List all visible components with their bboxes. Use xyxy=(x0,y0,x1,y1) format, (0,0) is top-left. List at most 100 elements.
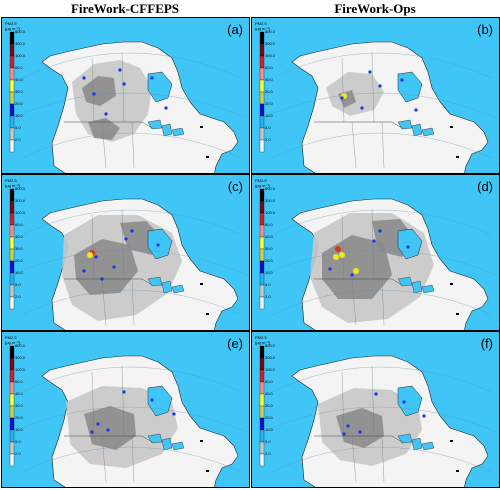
colorbar-tick-label: 5.0 xyxy=(15,439,21,444)
smoke-plume xyxy=(88,118,120,140)
smoke-plume xyxy=(82,76,116,106)
graticule-lines xyxy=(261,52,498,159)
colorbar-tick-label: 60.0 xyxy=(15,379,23,384)
station-marker xyxy=(456,156,459,158)
colorbar-unit-line1: PM2.5 xyxy=(5,178,17,183)
colorbar-tick-label: 5.0 xyxy=(265,125,271,130)
colorbar-swatch xyxy=(259,31,265,45)
graticule-lines xyxy=(11,366,248,473)
colorbar-tick-label: 2.0 xyxy=(15,294,21,299)
colorbar-unit-line2: (μg m⁻³) xyxy=(255,26,271,31)
colorbar-swatch xyxy=(259,103,265,117)
fire-hotspot xyxy=(172,412,176,416)
colorbar-swatch xyxy=(259,79,265,93)
colorbar-swatch xyxy=(9,381,15,395)
colorbar-tick-label: 2.0 xyxy=(265,294,271,299)
map-svg xyxy=(252,175,499,330)
colorbar-tick-label: 800.0 xyxy=(15,29,26,34)
fire-hotspot xyxy=(112,265,116,269)
hudson-bay xyxy=(147,228,173,260)
fire-hotspot xyxy=(104,112,108,116)
colorbar-tick-label: 10.0 xyxy=(265,427,273,432)
colorbar-swatch xyxy=(259,272,265,286)
colorbar-tick-label: 20.0 xyxy=(15,258,23,263)
hudson-bay xyxy=(397,228,423,260)
colorbar-tick-label: 40.0 xyxy=(15,234,23,239)
column-title-left: FireWork-CFFEPS xyxy=(70,1,180,16)
colorbar-swatch xyxy=(259,200,265,214)
map-svg xyxy=(252,18,499,173)
colorbar-swatch xyxy=(9,55,15,69)
fire-hotspot xyxy=(406,245,410,249)
province-lines xyxy=(91,51,135,169)
fire-hotspot xyxy=(164,106,168,110)
border-line xyxy=(64,121,153,129)
colorbar-tick-label: 2.0 xyxy=(15,451,21,456)
fire-hotspot xyxy=(150,76,154,80)
colorbar-unit: PM2.5 (μg m⁻³) xyxy=(255,178,270,188)
hudson-bay xyxy=(147,385,173,417)
colorbar-tick-label: 10.0 xyxy=(265,113,273,118)
fire-hotspot xyxy=(335,246,341,252)
fire-hotspot xyxy=(100,277,104,281)
graticule-lines xyxy=(261,209,498,316)
colorbar-tick-label: 300.0 xyxy=(265,198,276,203)
colorbar-swatch xyxy=(9,224,15,238)
great-lake xyxy=(161,280,173,294)
great-lake xyxy=(147,433,163,444)
great-lake xyxy=(147,276,163,287)
fire-hotspot xyxy=(414,108,418,112)
fire-hotspot xyxy=(333,254,339,260)
colorbar-tick-label: 300.0 xyxy=(15,198,26,203)
smoke-plume xyxy=(84,406,136,450)
great-lake xyxy=(161,123,173,137)
great-lake xyxy=(411,280,423,294)
border-line xyxy=(314,278,403,286)
colorbar-swatch xyxy=(259,67,265,81)
colorbar-tick-label: 30.0 xyxy=(265,89,273,94)
great-lake xyxy=(171,127,185,137)
colorbar-unit-line2: (μg m⁻³) xyxy=(5,183,21,188)
colorbar-swatch xyxy=(9,188,15,202)
graticule-lines xyxy=(261,366,498,473)
fire-hotspot xyxy=(328,267,332,271)
colorbar-swatch xyxy=(9,284,15,298)
colorbar-swatch xyxy=(9,248,15,262)
panel-label: (d) xyxy=(477,179,493,194)
map-panel: PM2.5 (μg m⁻³) 800.0 300.0 100.0 60.0 40.0 30.0… xyxy=(251,17,500,174)
colorbar-swatch xyxy=(259,55,265,69)
map-svg xyxy=(2,332,249,487)
colorbar-swatch xyxy=(9,345,15,359)
colorbar-swatch xyxy=(259,369,265,383)
great-lake xyxy=(411,437,423,451)
great-lake xyxy=(147,119,163,130)
colorbar-swatch xyxy=(9,429,15,443)
colorbar-unit-line2: (μg m⁻³) xyxy=(255,183,271,188)
colorbar-tick-label: 5.0 xyxy=(265,439,271,444)
fire-hotspot xyxy=(122,390,126,394)
province-lines xyxy=(91,208,135,326)
panel-label: (b) xyxy=(477,22,493,37)
map-panel: PM2.5 (μg m⁻³) 800.0 300.0 100.0 60.0 40.0 30.0… xyxy=(251,174,500,331)
colorbar-swatch xyxy=(259,224,265,238)
colorbar-swatch xyxy=(9,31,15,45)
colorbar-tick-label: 40.0 xyxy=(265,391,273,396)
map-panel: PM2.5 (μg m⁻³) 800.0 300.0 100.0 60.0 40.0 30.0… xyxy=(1,17,250,174)
great-lake xyxy=(421,127,435,137)
great-lake xyxy=(421,441,435,451)
colorbar-tick-label: 60.0 xyxy=(15,222,23,227)
great-lake xyxy=(171,284,185,294)
map-svg xyxy=(2,175,249,330)
colorbar-swatch xyxy=(259,260,265,274)
province-lines xyxy=(341,208,385,326)
fire-hotspot xyxy=(339,252,345,258)
colorbar-unit: PM2.5 (μg m⁻³) xyxy=(5,335,20,345)
colorbar-swatch xyxy=(9,405,15,419)
fire-hotspot xyxy=(122,82,126,86)
colorbar-swatch xyxy=(259,248,265,262)
colorbar-tick-label: 20.0 xyxy=(265,415,273,420)
great-lake xyxy=(161,437,173,451)
colorbar-swatch xyxy=(259,127,265,141)
colorbar-unit-line1: PM2.5 xyxy=(255,21,267,26)
smoke-plume xyxy=(336,408,384,448)
